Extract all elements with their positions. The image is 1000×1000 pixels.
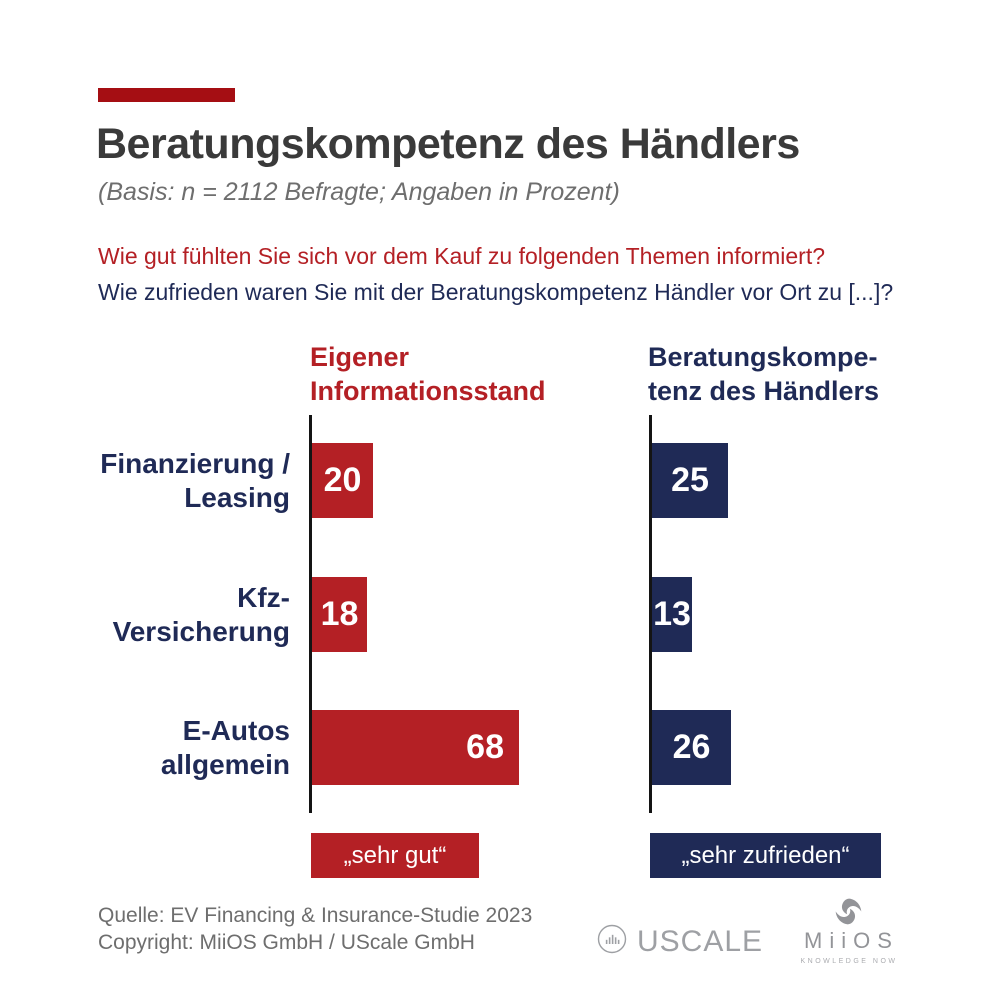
category-label-e-autos-allgemein: E-Autos allgemein <box>30 714 290 782</box>
right-axis-line <box>649 415 652 813</box>
category-label-line: allgemein <box>160 749 290 780</box>
uscale-logo: USCALE <box>597 924 763 959</box>
left-axis-line <box>309 415 312 813</box>
uscale-bars-circle-icon <box>597 924 627 959</box>
bar-haendler-kfz: 13 <box>652 577 692 652</box>
category-label-finanzierung-leasing: Finanzierung / Leasing <box>30 447 290 515</box>
scale-badge-sehr-gut: „sehr gut“ <box>311 833 479 878</box>
question-informed: Wie gut fühlten Sie sich vor dem Kauf zu… <box>98 243 826 269</box>
series-header-line: Beratungskompe- <box>648 342 878 372</box>
miios-swirl-icon <box>788 898 908 925</box>
question-satisfaction: Wie zufrieden waren Sie mit der Beratung… <box>98 279 894 305</box>
bar-value: 68 <box>466 728 504 766</box>
series-header-informationsstand: Eigener Informationsstand <box>310 340 546 408</box>
category-label-kfz-versicherung: Kfz- Versicherung <box>30 581 290 649</box>
bar-informationsstand-kfz: 18 <box>312 577 367 652</box>
bar-value: 20 <box>323 461 362 499</box>
category-label-line: Kfz- <box>237 582 290 613</box>
page-title: Beratungskompetenz des Händlers <box>96 120 800 168</box>
bar-value: 26 <box>672 728 711 766</box>
series-header-line: tenz des Händlers <box>648 376 880 406</box>
bar-value: 13 <box>653 595 691 633</box>
copyright-line: Copyright: MiiOS GmbH / UScale GmbH <box>98 931 475 954</box>
category-label-line: Leasing <box>184 482 290 513</box>
miios-tagline: KNOWLEDGE NOW <box>800 958 898 965</box>
bar-informationsstand-finanzierung: 20 <box>312 443 373 518</box>
category-label-line: E-Autos <box>182 715 290 746</box>
bar-informationsstand-eautos: 68 <box>312 710 519 785</box>
page-subtitle: (Basis: n = 2112 Befragte; Angaben in Pr… <box>98 178 620 206</box>
bar-value: 25 <box>671 461 709 499</box>
miios-wordmark: MiiOS <box>804 928 899 953</box>
footer: Quelle: EV Financing & Insurance-Studie … <box>98 902 532 956</box>
accent-bar <box>98 88 235 102</box>
uscale-wordmark: USCALE <box>637 924 764 958</box>
category-label-line: Finanzierung / <box>100 448 290 479</box>
source-line: Quelle: EV Financing & Insurance-Studie … <box>98 904 533 927</box>
bar-value: 18 <box>320 595 359 633</box>
category-label-line: Versicherung <box>112 616 290 647</box>
series-header-line: Eigener <box>310 342 410 372</box>
scale-badge-sehr-zufrieden: „sehr zufrieden“ <box>650 833 881 878</box>
bar-haendler-finanzierung: 25 <box>652 443 728 518</box>
series-header-haendler: Beratungskompe- tenz des Händlers <box>648 340 879 408</box>
miios-logo: MiiOS KNOWLEDGE NOW <box>788 898 908 965</box>
bar-haendler-eautos: 26 <box>652 710 731 785</box>
series-header-line: Informationsstand <box>310 376 546 406</box>
